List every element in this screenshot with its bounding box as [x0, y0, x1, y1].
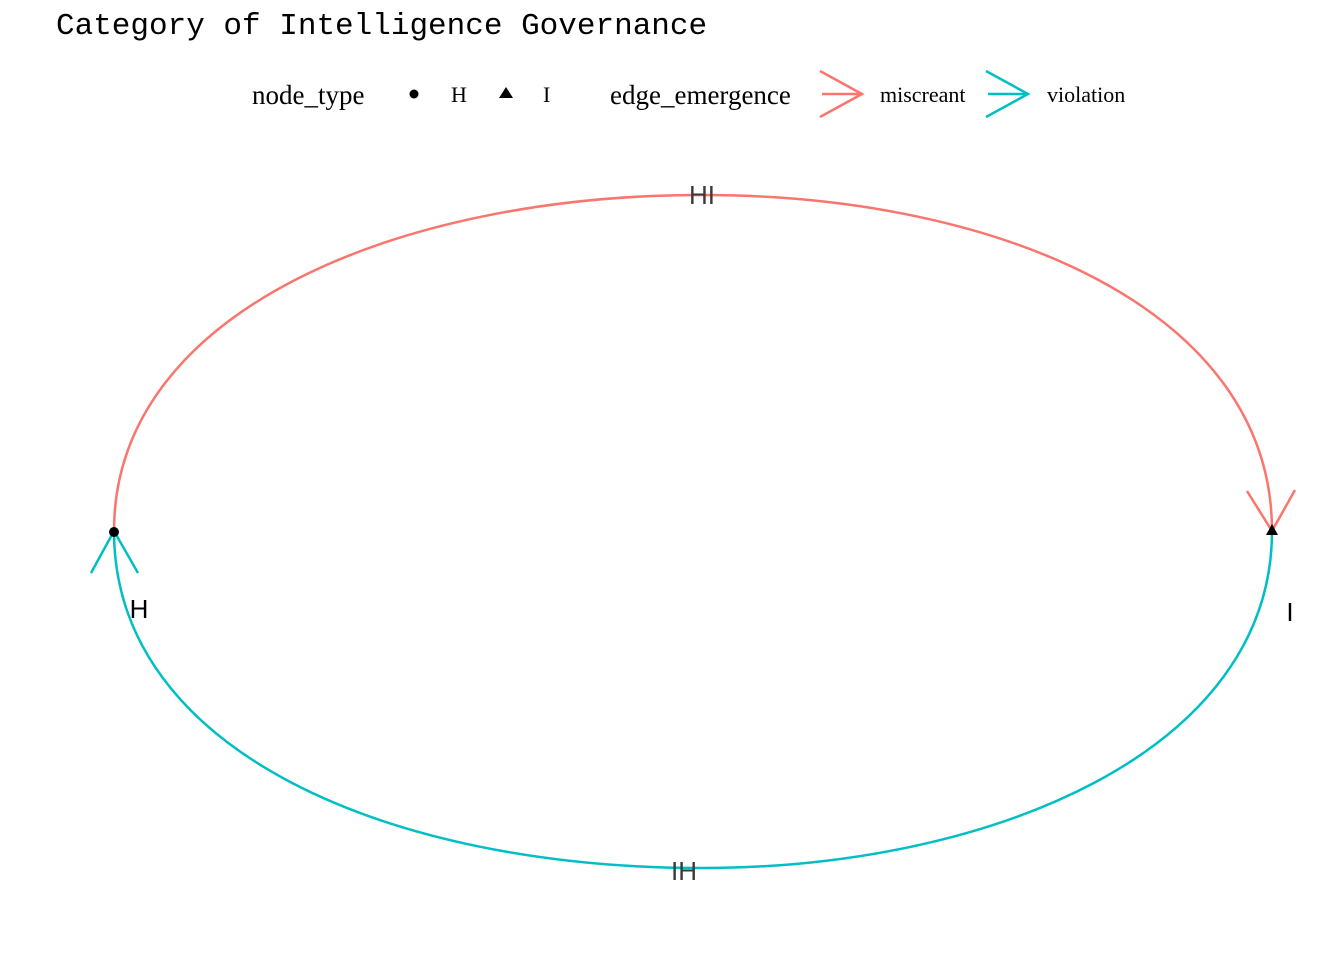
legend-edge-emergence-title: edge_emergence	[610, 80, 791, 110]
edge-hi-label: HI	[689, 180, 715, 210]
legend-circle-icon	[409, 89, 419, 99]
node-h-label: H	[130, 594, 149, 624]
legend-node-h-label: H	[451, 82, 467, 107]
legend-node-type: node_type H I	[252, 80, 550, 110]
node-h-circle	[109, 527, 119, 537]
legend-violation-label: violation	[1047, 82, 1125, 107]
legend-miscreant-label: miscreant	[880, 82, 966, 107]
edge-ih-label: IH	[671, 856, 697, 886]
diagram-title: Category of Intelligence Governance	[56, 9, 707, 44]
legend-violation-arrow-icon	[985, 69, 1031, 119]
legend-miscreant-arrow-icon	[819, 69, 865, 119]
legend: node_type H I edge_emergence miscreant v…	[252, 69, 1125, 119]
edge-ih	[89, 528, 1274, 870]
legend-node-i-label: I	[543, 82, 550, 107]
legend-edge-emergence: edge_emergence miscreant violation	[610, 69, 1125, 119]
node-i-triangle	[1266, 524, 1278, 535]
legend-node-type-title: node_type	[252, 80, 364, 110]
legend-triangle-icon	[499, 87, 513, 98]
edge-hi	[112, 193, 1297, 534]
node-i-label: I	[1286, 597, 1293, 627]
